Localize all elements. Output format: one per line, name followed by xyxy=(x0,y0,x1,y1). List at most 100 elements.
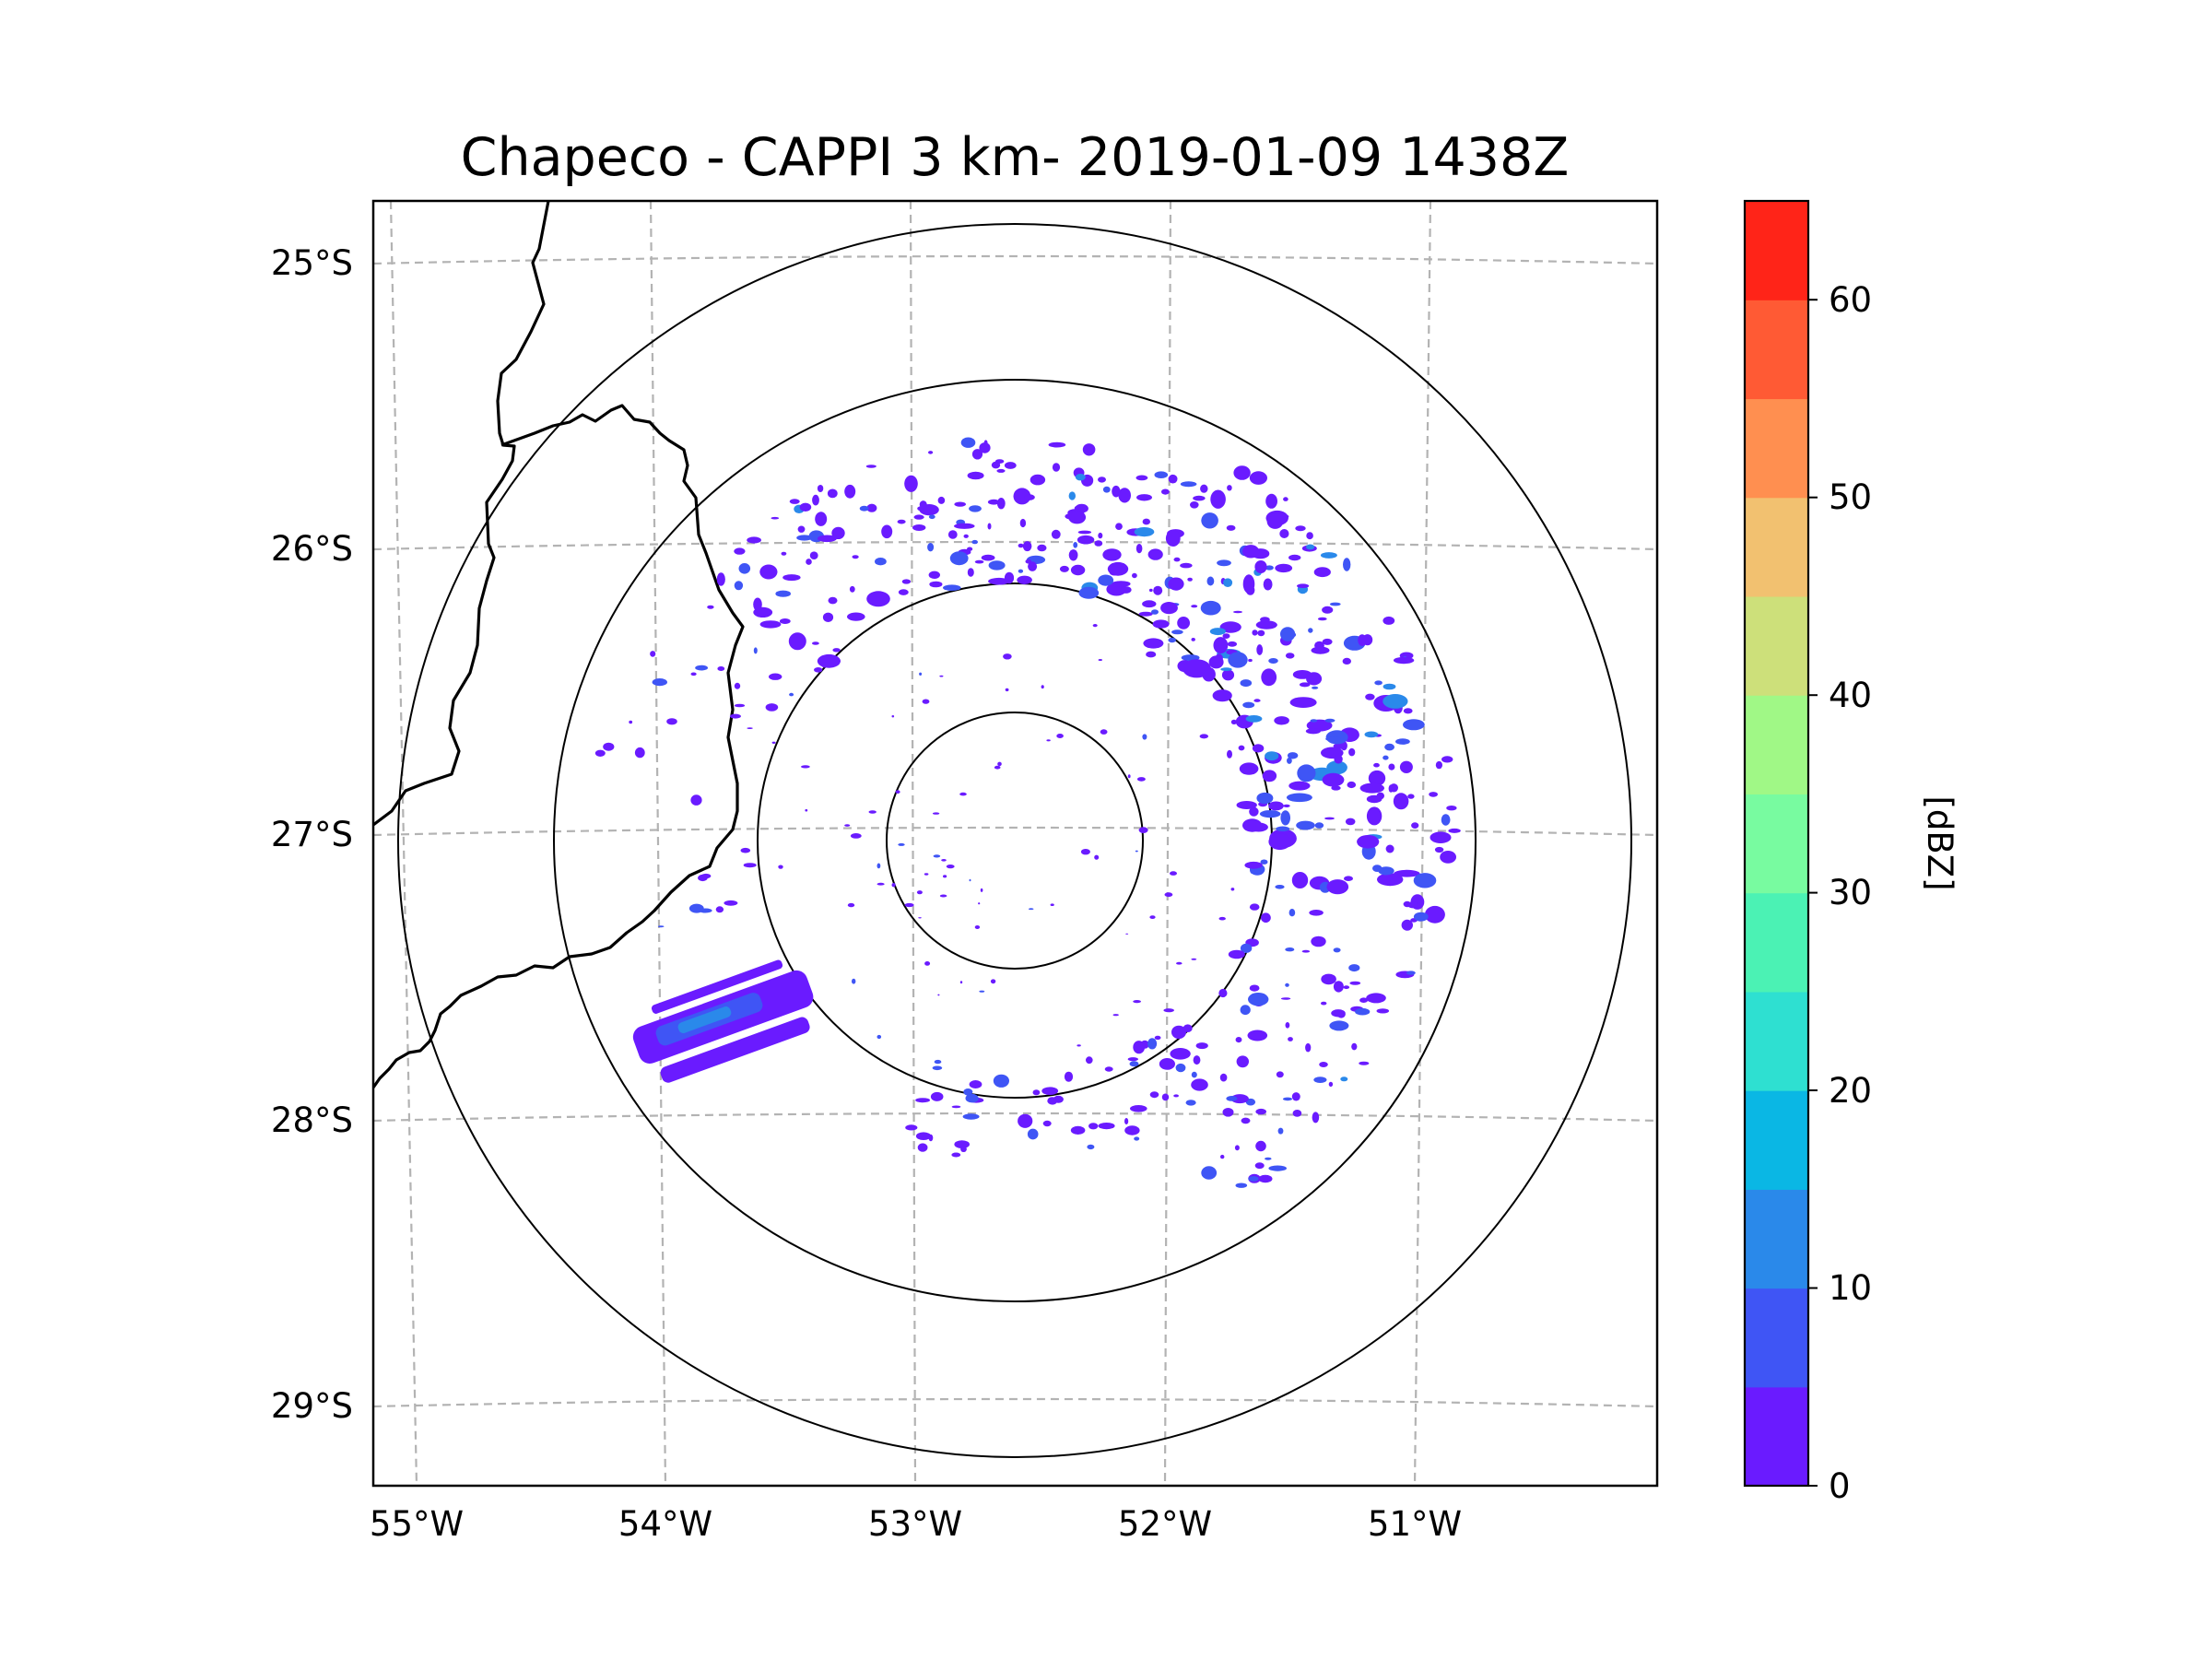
border-line-mid xyxy=(373,404,745,1088)
echo-cell xyxy=(967,471,984,480)
colorbar-tick-label: 20 xyxy=(1829,1071,1872,1111)
echo-cell xyxy=(716,572,725,586)
echo-cell xyxy=(1299,682,1311,688)
echo-cell xyxy=(849,585,855,593)
echo-cell xyxy=(1206,576,1215,586)
echo-cell xyxy=(1143,638,1164,649)
echo-cell xyxy=(1134,527,1155,537)
echo-cell xyxy=(927,543,935,552)
map-panel xyxy=(373,201,1657,1486)
echo-cell xyxy=(891,715,895,718)
graticule xyxy=(373,201,1657,1486)
echo-cell xyxy=(1171,1025,1186,1040)
echo-cell xyxy=(1160,602,1178,615)
echo-cell xyxy=(1312,1112,1320,1124)
echo-cell xyxy=(1134,1136,1140,1141)
echo-cell xyxy=(1382,755,1389,760)
echo-cell xyxy=(1385,844,1394,853)
echo-cell xyxy=(1151,609,1159,615)
echo-cell xyxy=(1042,1120,1052,1127)
echo-cell xyxy=(1285,982,1289,987)
echo-cell xyxy=(979,442,991,453)
echo-cell xyxy=(717,666,725,671)
echo-cell xyxy=(1161,488,1170,495)
echo-cell xyxy=(1068,511,1087,524)
gridline-lat-27 xyxy=(373,826,1657,837)
echo-cell xyxy=(1287,757,1292,764)
echo-cell xyxy=(1163,1008,1174,1013)
echo-cell xyxy=(1322,772,1345,787)
echo-cell xyxy=(1018,569,1024,573)
echo-cell xyxy=(937,496,946,504)
echo-cell xyxy=(1073,542,1078,548)
echo-cell xyxy=(1082,443,1096,456)
echo-cell xyxy=(1147,548,1163,560)
echo-cell xyxy=(1248,1176,1259,1182)
echo-cell xyxy=(1240,1005,1251,1016)
echo-cell xyxy=(1124,1118,1129,1124)
echo-cell xyxy=(1345,818,1356,826)
echo-cell xyxy=(1018,543,1024,548)
colorbar-segment xyxy=(1745,300,1808,400)
echo-cell xyxy=(865,465,877,468)
echo-cell xyxy=(1170,1048,1191,1060)
echo-cell xyxy=(812,641,819,645)
echo-cell xyxy=(1098,574,1114,586)
echo-cell xyxy=(1333,981,1344,993)
echo-cell xyxy=(1219,621,1241,633)
echo-cell xyxy=(1368,770,1386,786)
echo-cell xyxy=(897,519,906,524)
echo-cell xyxy=(1288,554,1301,561)
echo-cell xyxy=(974,559,984,564)
echo-cell xyxy=(1077,535,1095,545)
echo-cell xyxy=(1324,817,1335,820)
echo-cell xyxy=(782,574,801,582)
echo-cell xyxy=(993,1074,1009,1088)
echo-cell xyxy=(1218,988,1228,998)
echo-cell xyxy=(904,475,918,492)
echo-cell xyxy=(1050,903,1054,906)
echo-cell xyxy=(919,672,923,676)
echo-cell xyxy=(1319,1062,1328,1067)
echo-cell xyxy=(1343,985,1350,990)
echo-cell xyxy=(1173,557,1181,562)
echo-cell xyxy=(1424,905,1445,924)
echo-cell xyxy=(1127,774,1131,779)
echo-cell xyxy=(1236,1055,1250,1068)
echo-cell xyxy=(781,551,787,556)
echo-cell xyxy=(753,597,762,612)
echo-cell xyxy=(960,1146,967,1153)
echo-cell xyxy=(832,648,841,653)
echo-cell xyxy=(1176,961,1182,965)
echo-cell xyxy=(769,673,782,680)
echo-cell xyxy=(1411,822,1419,829)
echo-cell xyxy=(738,563,751,574)
echo-cell xyxy=(827,488,838,499)
echo-cell xyxy=(932,812,940,815)
echo-cell xyxy=(1340,1077,1348,1082)
echo-cell xyxy=(1261,668,1277,687)
echo-cell xyxy=(1295,525,1306,532)
colorbar-tick-label: 30 xyxy=(1829,873,1872,912)
echo-cell xyxy=(994,765,1001,770)
echo-cell xyxy=(1292,670,1312,679)
echo-cell xyxy=(1052,463,1061,472)
echo-cell xyxy=(1373,762,1380,768)
echo-cell xyxy=(877,863,881,869)
echo-cell xyxy=(1359,997,1369,1003)
echo-cell xyxy=(1235,1182,1248,1188)
echo-cell xyxy=(1393,656,1415,665)
colorbar-tick-label: 40 xyxy=(1829,676,1872,715)
echo-cell xyxy=(1219,1073,1228,1082)
echo-cell xyxy=(919,500,927,509)
echo-cell xyxy=(1191,638,1195,641)
echo-cell xyxy=(743,863,757,868)
echo-cell xyxy=(1088,1123,1099,1130)
echo-cell xyxy=(987,523,992,530)
echo-cell xyxy=(1268,801,1284,811)
echo-cell xyxy=(1276,826,1290,832)
echo-cell xyxy=(1200,484,1208,493)
lon-axis-labels: 55°W 54°W 53°W 52°W 51°W xyxy=(370,1504,1462,1544)
colorbar-segment xyxy=(1745,497,1808,597)
echo-cell xyxy=(1305,728,1321,735)
